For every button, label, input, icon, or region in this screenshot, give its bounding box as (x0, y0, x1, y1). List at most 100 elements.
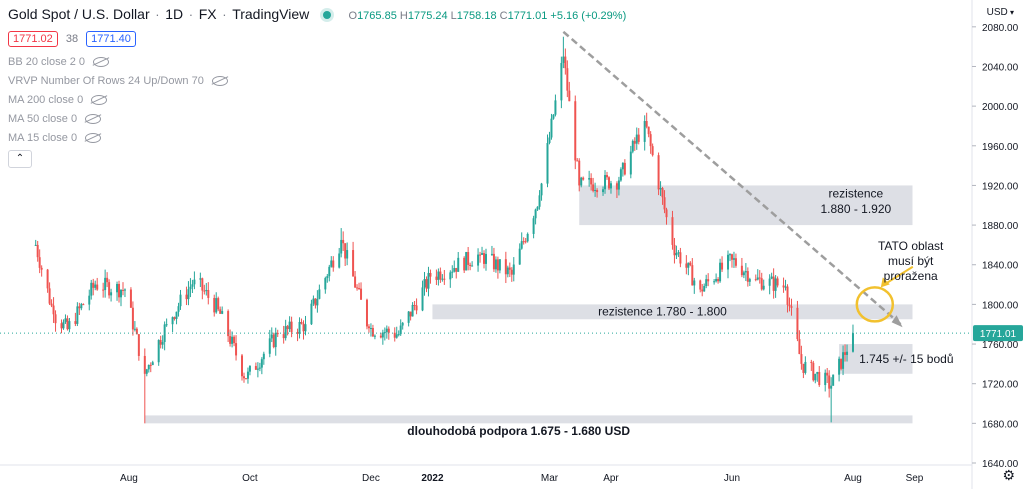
support-zone (144, 415, 913, 424)
interval-separator: · (188, 7, 194, 22)
candle-body (241, 355, 244, 377)
candle-body (699, 280, 702, 290)
symbol-title[interactable]: Gold Spot / U.S. Dollar (8, 6, 150, 22)
candle-body (675, 253, 678, 256)
candle-body (582, 177, 585, 180)
resistance-middle-label: rezistence 1.780 - 1.800 (598, 304, 727, 318)
candle-body (296, 332, 299, 334)
candle-body (665, 209, 668, 218)
indicator-ma15[interactable]: MA 15 close 0 (8, 132, 102, 144)
price-tick-label: 1680.00 (982, 419, 1019, 430)
candle-body (268, 338, 271, 354)
market-open-icon (322, 11, 331, 20)
indicator-vrvp[interactable]: VRVP Number Of Rows 24 Up/Down 70 (8, 75, 228, 87)
candle-body (242, 376, 245, 379)
candle-body (604, 175, 607, 190)
currency-selector[interactable]: USD (987, 7, 1014, 18)
candle-body (193, 279, 196, 285)
candle-body (231, 336, 234, 344)
candle-body (302, 323, 305, 332)
candle-body (744, 271, 747, 273)
resistance-zone-upper (579, 185, 913, 226)
candle-body (118, 283, 121, 298)
candle-body (550, 118, 553, 138)
candle-body (173, 317, 176, 319)
candle-body (393, 332, 396, 338)
gear-icon[interactable]: ⚙ (1002, 467, 1015, 483)
candle-body (68, 321, 71, 330)
candle-body (171, 317, 174, 325)
candle-body (846, 351, 849, 355)
candle-body (435, 276, 438, 280)
candle-body (471, 265, 474, 267)
eye-hidden-icon[interactable] (211, 76, 228, 86)
candle-body (838, 358, 841, 375)
candle-body (596, 189, 599, 193)
chart-legend: Gold Spot / U.S. Dollar · 1D · FX · Trad… (8, 6, 626, 22)
candle-body (776, 278, 779, 286)
candle-body (383, 332, 386, 334)
candle-body (354, 276, 357, 288)
candle-body (385, 328, 388, 333)
candle-body (46, 269, 49, 289)
candle-body (50, 303, 53, 306)
candle-body (719, 262, 722, 282)
eye-hidden-icon[interactable] (85, 114, 102, 124)
candle-body (701, 289, 704, 292)
candle-body (496, 259, 499, 271)
candle-body (244, 378, 247, 380)
sell-price-button[interactable]: 1771.02 (8, 31, 58, 47)
price-tick-label: 1920.00 (982, 181, 1019, 192)
candle-body (201, 278, 204, 291)
candle-body (330, 260, 333, 267)
eye-hidden-icon[interactable] (91, 95, 108, 105)
candle-body (52, 305, 55, 315)
price-tick-label: 2040.00 (982, 62, 1019, 73)
breakout-circle (855, 286, 895, 323)
last-price-badge (973, 325, 1023, 342)
candle-body (623, 162, 626, 175)
candle-body (518, 248, 521, 265)
candle-body (538, 195, 541, 207)
eye-hidden-icon[interactable] (93, 57, 110, 67)
candle-body (159, 340, 162, 345)
candle-body (467, 252, 470, 265)
indicator-ma50[interactable]: MA 50 close 0 (8, 113, 102, 125)
last-price-label: 1771.01 (980, 329, 1017, 340)
candle-body (580, 177, 583, 186)
candle-body (494, 259, 497, 270)
candle-body (314, 298, 317, 306)
candle-body (415, 305, 418, 311)
candle-body (360, 288, 363, 300)
candle-body (38, 257, 41, 268)
buy-price-button[interactable]: 1771.40 (86, 31, 136, 47)
candle-body (258, 367, 261, 369)
interval-label[interactable]: 1D (165, 6, 184, 22)
candle-body (76, 306, 79, 324)
candle-body (536, 206, 539, 210)
candle-body (677, 252, 680, 254)
candle-body (425, 279, 428, 289)
candle-body (647, 126, 650, 135)
eye-hidden-icon[interactable] (85, 133, 102, 143)
candle-body (34, 244, 37, 246)
candle-body (635, 134, 638, 144)
candle-body (437, 271, 440, 280)
candle-body (816, 371, 819, 374)
chevron-up-icon[interactable]: ⌃ (8, 150, 32, 168)
candle-body (300, 322, 303, 324)
candle-body (826, 372, 829, 376)
price-tick-label: 1880.00 (982, 221, 1019, 232)
candle-body (439, 271, 442, 280)
candle-body (387, 328, 390, 333)
indicator-bb[interactable]: BB 20 close 2 0 (8, 56, 110, 68)
indicator-ma200[interactable]: MA 200 close 0 (8, 94, 108, 106)
candle-body (409, 311, 412, 317)
candle-body (590, 178, 593, 185)
candle-body (768, 278, 771, 286)
candle-body (246, 371, 249, 379)
source-label: TradingView (232, 6, 310, 22)
candle-body (401, 322, 404, 326)
exchange-label: FX (198, 6, 217, 22)
